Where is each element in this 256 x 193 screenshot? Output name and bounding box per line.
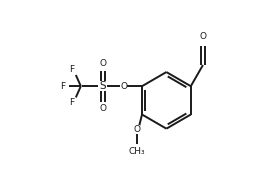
Text: O: O bbox=[120, 82, 127, 91]
Text: F: F bbox=[60, 82, 66, 91]
Text: O: O bbox=[99, 59, 106, 68]
Text: F: F bbox=[69, 98, 74, 108]
Text: F: F bbox=[69, 65, 74, 74]
Text: S: S bbox=[99, 81, 106, 91]
Text: CH₃: CH₃ bbox=[129, 147, 145, 156]
Text: O: O bbox=[133, 125, 140, 135]
Text: O: O bbox=[199, 32, 206, 41]
Text: O: O bbox=[99, 104, 106, 113]
